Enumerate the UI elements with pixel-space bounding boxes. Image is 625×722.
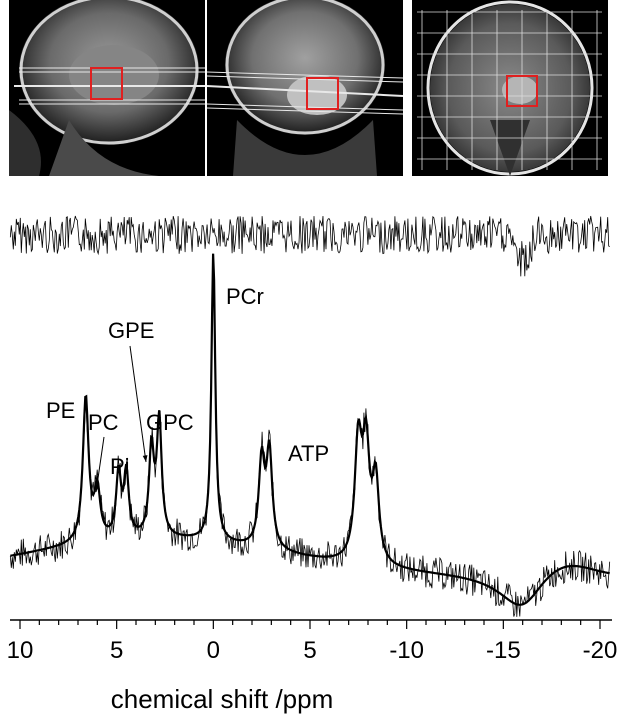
pc-arrow-head [94,485,100,492]
peak-label-pi: Pi [110,454,130,479]
peak-annotations: PE PC Pi GPE GPC PCr ATP [46,284,329,493]
mri-axial-image [412,0,608,176]
mri-sagittal-image [9,0,205,176]
x-tick-label: 5 [303,637,316,664]
x-tick-label: 0 [207,637,220,664]
gpe-arrow [129,345,147,463]
peak-label-pc: PC [88,410,119,435]
peak-label-pcr: PCr [226,284,264,309]
residual-line [9,215,610,277]
peak-label-atp: ATP [288,441,329,466]
x-tick-label: 10 [7,637,34,664]
x-tick-label: 5 [110,637,123,664]
x-tick-label: -20 [583,637,618,664]
mri-coronal-image [207,0,403,176]
peak-label-pe: PE [46,398,75,423]
x-axis: 10 5 0 5 -10 -15 -20 [7,619,618,664]
peak-label-gpe: GPE [108,318,154,343]
x-axis-title: chemical shift /ppm [111,684,334,714]
x-tick-label: -10 [389,637,424,664]
gpe-arrow-head [142,455,148,462]
x-tick-label: -15 [486,637,521,664]
pc-arrow [95,436,105,493]
residual-trace-group [9,215,610,277]
fitted-line [10,253,610,606]
peak-label-gpc: GPC [146,410,194,435]
spectrum-chart: PE PC Pi GPE GPC PCr ATP 10 5 0 5 -10 -15 -20 chemic… [7,215,618,714]
fitted-spectrum-group [10,253,610,606]
